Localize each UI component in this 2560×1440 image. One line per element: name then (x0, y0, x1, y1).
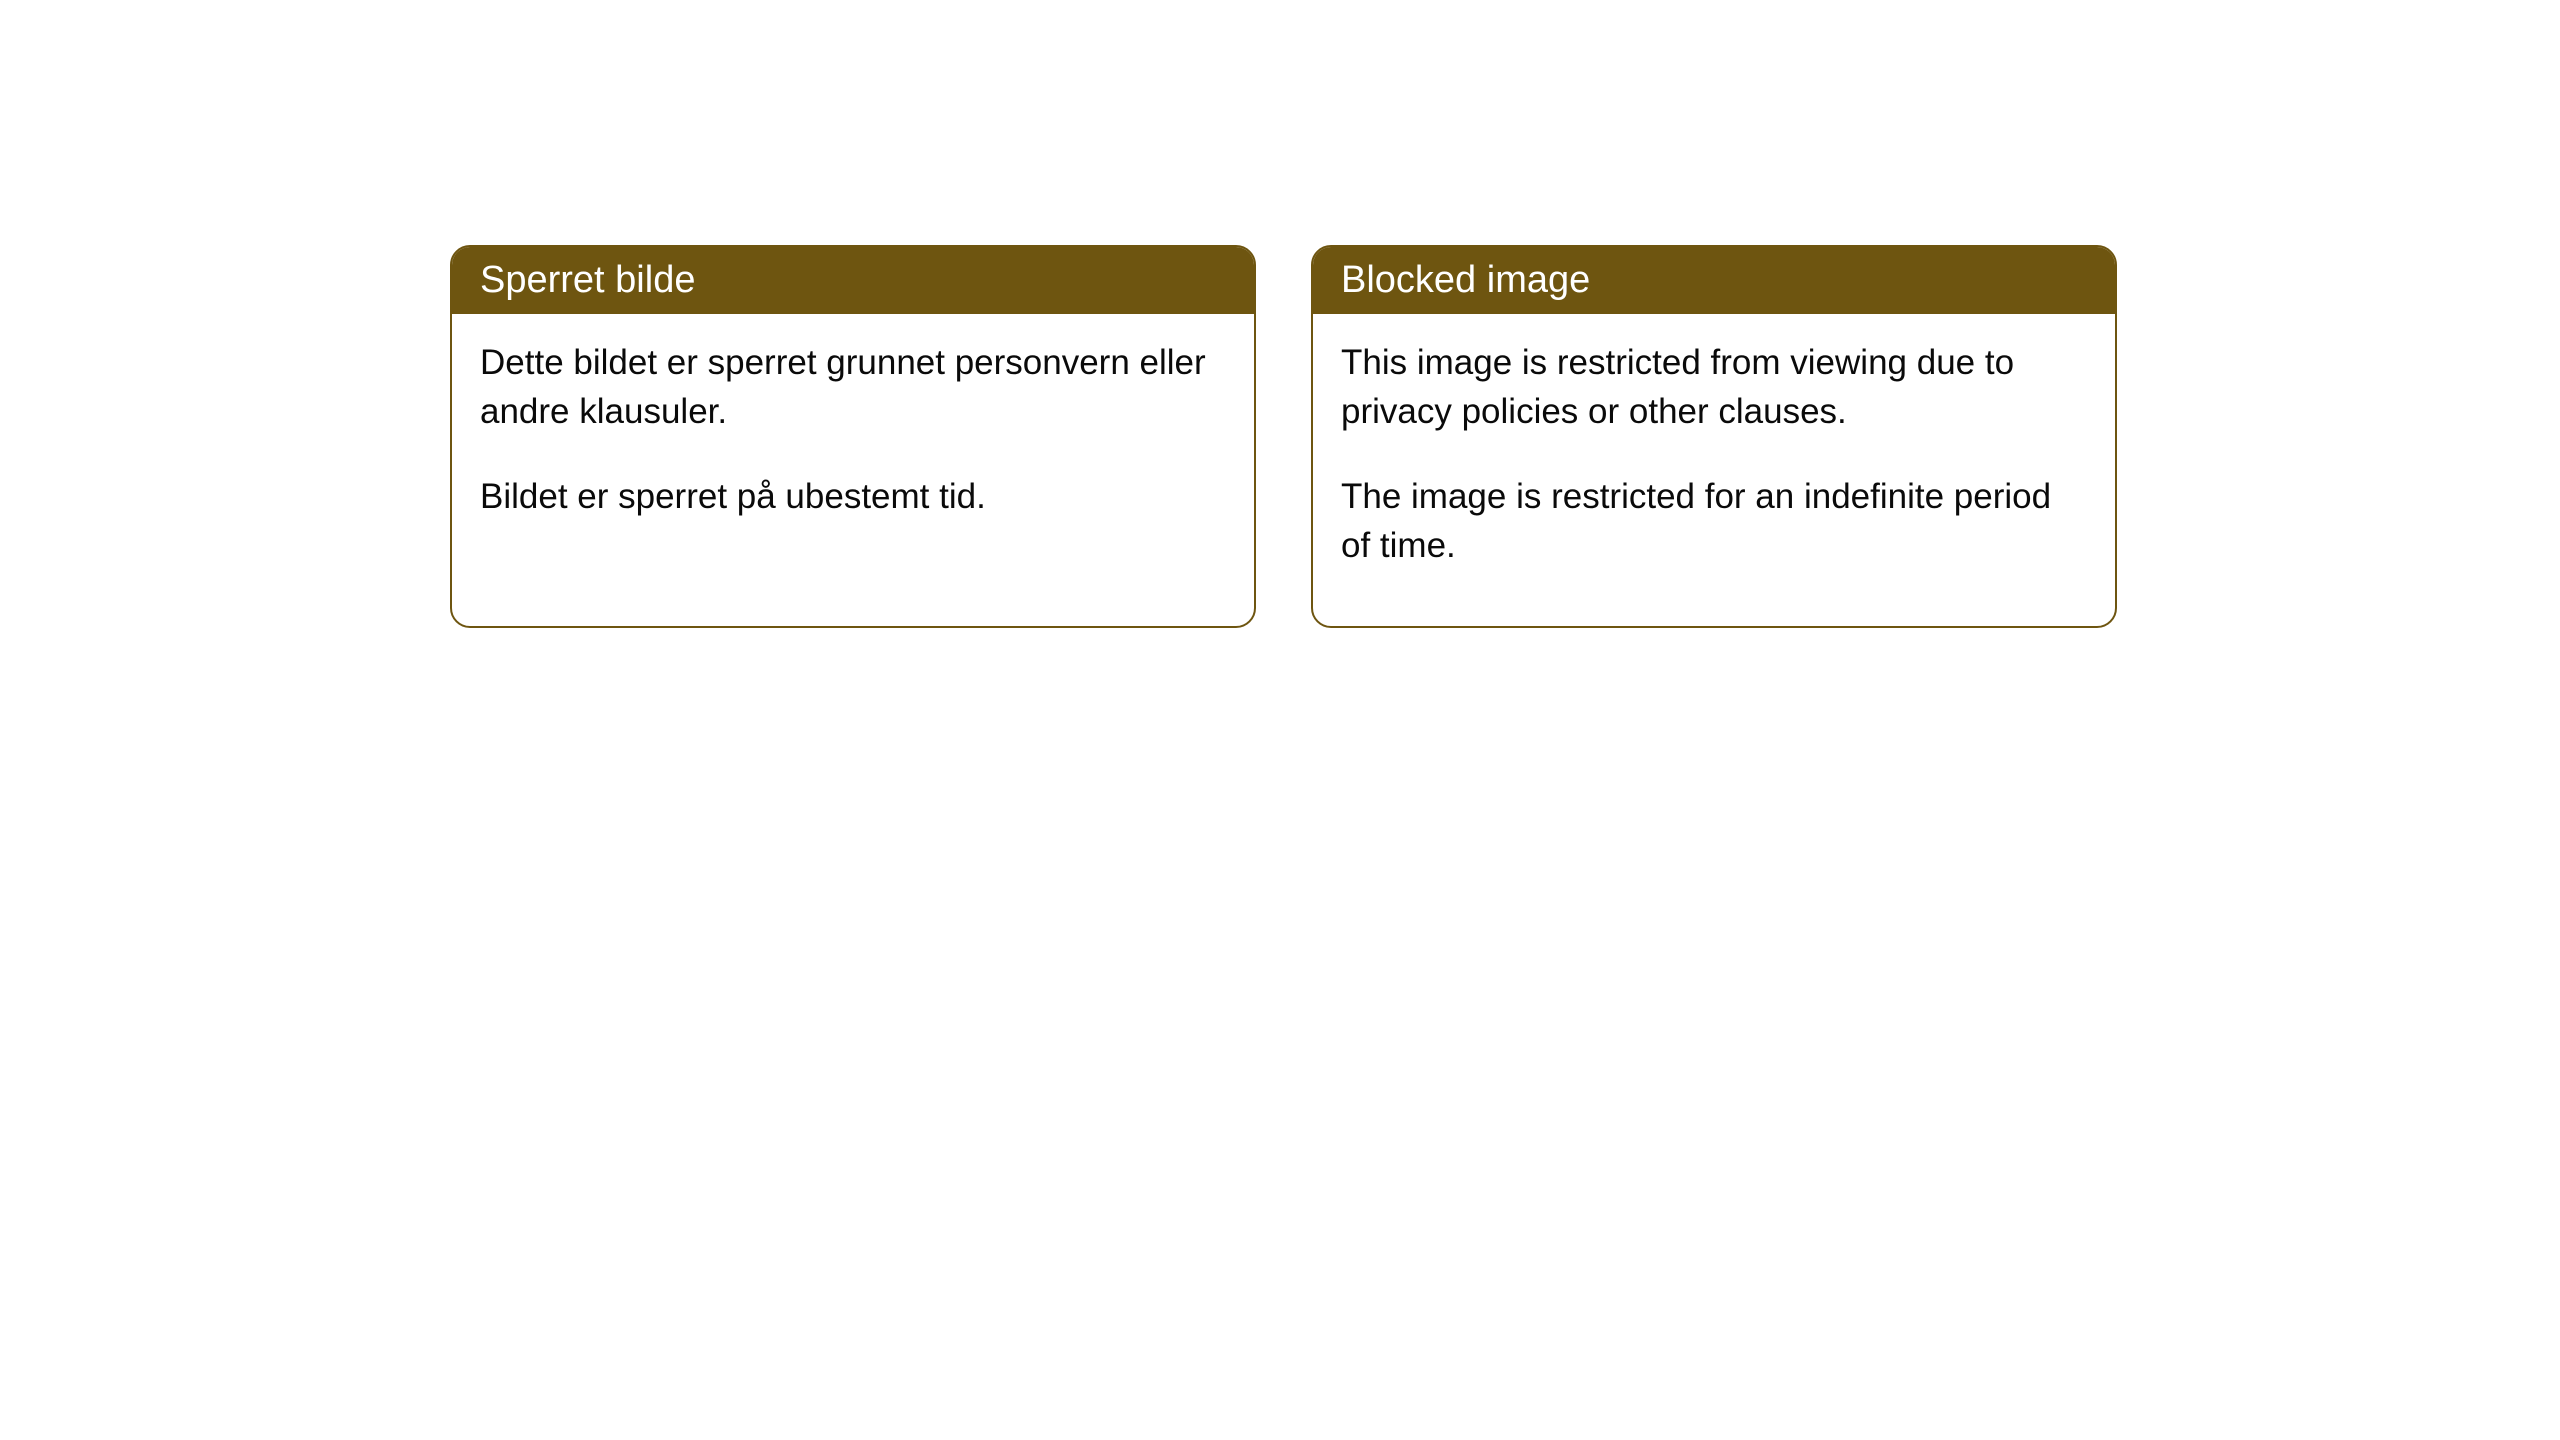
card-header-no: Sperret bilde (452, 247, 1254, 314)
card-body-no: Dette bildet er sperret grunnet personve… (452, 314, 1254, 577)
notice-text-no-2: Bildet er sperret på ubestemt tid. (480, 472, 1226, 521)
notice-text-en-2: The image is restricted for an indefinit… (1341, 472, 2087, 570)
notice-cards-container: Sperret bilde Dette bildet er sperret gr… (450, 245, 2560, 628)
notice-text-en-1: This image is restricted from viewing du… (1341, 338, 2087, 436)
notice-text-no-1: Dette bildet er sperret grunnet personve… (480, 338, 1226, 436)
card-body-en: This image is restricted from viewing du… (1313, 314, 2115, 626)
card-header-en: Blocked image (1313, 247, 2115, 314)
blocked-image-card-no: Sperret bilde Dette bildet er sperret gr… (450, 245, 1256, 628)
blocked-image-card-en: Blocked image This image is restricted f… (1311, 245, 2117, 628)
